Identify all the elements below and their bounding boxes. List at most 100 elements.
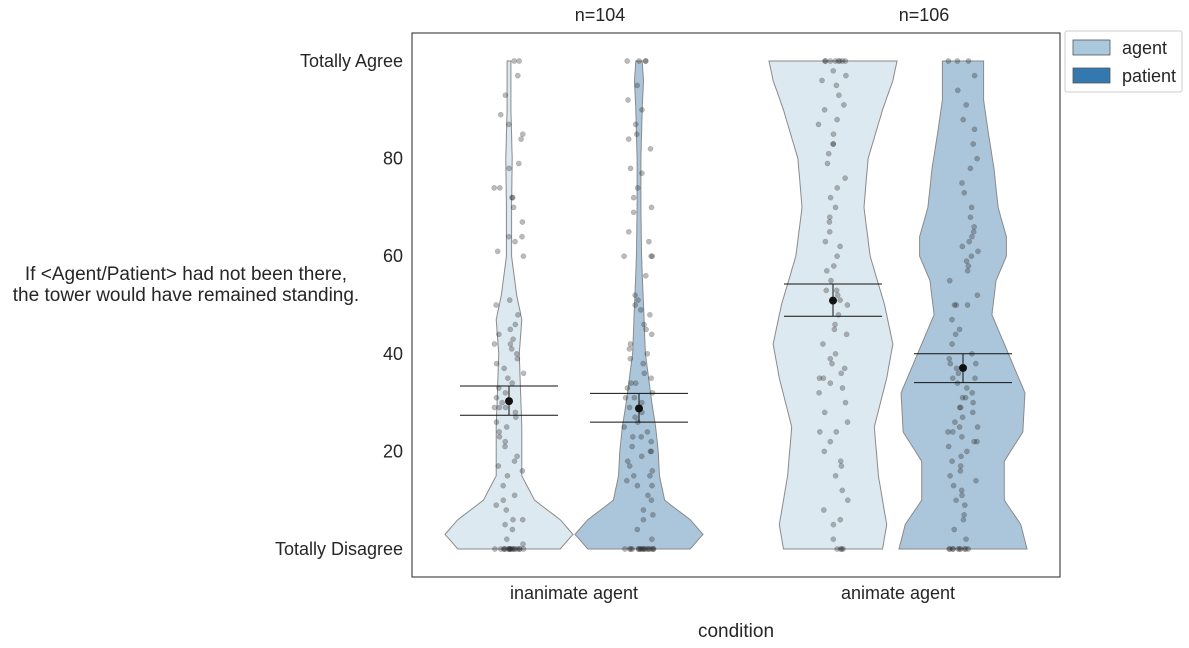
x-axis-label: condition (698, 621, 774, 642)
data-point (502, 443, 508, 450)
data-point (506, 546, 513, 552)
data-point (830, 263, 837, 269)
data-point (512, 409, 519, 416)
data-point (957, 404, 964, 411)
data-point (649, 389, 656, 396)
data-point (971, 126, 978, 133)
data-point (826, 228, 833, 235)
data-point (503, 507, 510, 513)
data-point (626, 404, 633, 411)
data-point (835, 58, 842, 64)
data-point (631, 394, 638, 401)
data-point (629, 546, 636, 552)
data-point (949, 429, 956, 435)
data-point (495, 463, 502, 469)
data-point (492, 546, 498, 552)
data-point (493, 419, 500, 425)
data-point (820, 507, 827, 513)
legend-label-patient: patient (1122, 66, 1176, 86)
data-point (624, 458, 631, 465)
data-point (500, 497, 507, 504)
data-point (822, 238, 829, 245)
data-point (816, 429, 823, 435)
data-point (502, 438, 509, 445)
data-point (630, 194, 637, 201)
data-point (830, 521, 837, 528)
data-point (965, 546, 972, 552)
data-point (841, 102, 847, 108)
data-point (621, 253, 627, 260)
data-point (496, 331, 502, 338)
y-axis-label-line-2: the tower would have remained standing. (13, 285, 359, 306)
data-point (949, 375, 956, 382)
data-point (503, 424, 510, 430)
data-point (623, 477, 630, 484)
data-point (506, 165, 512, 172)
data-point (497, 111, 504, 118)
data-point (832, 58, 839, 64)
data-point (837, 58, 843, 64)
data-point (945, 443, 952, 450)
data-point (961, 511, 967, 518)
data-point (501, 546, 507, 552)
data-point (641, 370, 648, 377)
data-point (515, 311, 521, 318)
data-point (837, 458, 844, 465)
n-annotation: n=106 (899, 5, 950, 25)
data-point (969, 409, 976, 416)
data-point (837, 546, 844, 552)
data-point (837, 297, 843, 303)
data-point (957, 463, 964, 469)
y-tick-label: Totally Agree (300, 51, 403, 71)
data-point (832, 321, 838, 328)
data-point (634, 82, 641, 89)
data-point (949, 316, 955, 323)
data-point (973, 477, 979, 484)
data-point (519, 219, 526, 225)
data-point (815, 121, 822, 128)
data-point (952, 331, 959, 338)
mean-point (505, 397, 513, 406)
data-point (827, 194, 834, 201)
data-point (840, 546, 846, 552)
data-point (959, 433, 965, 440)
data-point (648, 375, 655, 382)
y-tick-label: Totally Disagree (275, 539, 403, 559)
data-point (971, 72, 978, 79)
data-point (504, 375, 511, 382)
data-point (642, 58, 649, 64)
data-point (962, 394, 969, 401)
data-point (509, 546, 516, 552)
data-point (951, 526, 958, 533)
data-point (636, 546, 642, 552)
x-tick-label: animate agent (841, 583, 955, 603)
data-point (646, 546, 653, 552)
data-point (950, 482, 957, 489)
data-point (647, 448, 654, 455)
data-point (642, 272, 649, 279)
data-point (640, 507, 647, 513)
data-point (493, 302, 500, 308)
data-point (964, 448, 970, 455)
data-point (496, 433, 503, 440)
data-point (514, 355, 521, 362)
data-point (638, 546, 644, 552)
data-point (834, 253, 840, 260)
y-tick-label: 60 (383, 246, 403, 266)
data-point (514, 453, 520, 460)
data-point (833, 287, 840, 294)
data-point (946, 546, 953, 552)
data-point (969, 389, 976, 396)
data-point (844, 497, 851, 504)
data-point (819, 77, 825, 84)
data-point (519, 131, 526, 138)
data-point (506, 546, 513, 552)
data-point (635, 297, 641, 303)
data-point (625, 97, 631, 103)
data-point (970, 399, 976, 406)
data-point (963, 102, 970, 108)
data-point (820, 341, 826, 347)
data-point (945, 429, 951, 435)
y-tick-label: 80 (383, 149, 403, 169)
